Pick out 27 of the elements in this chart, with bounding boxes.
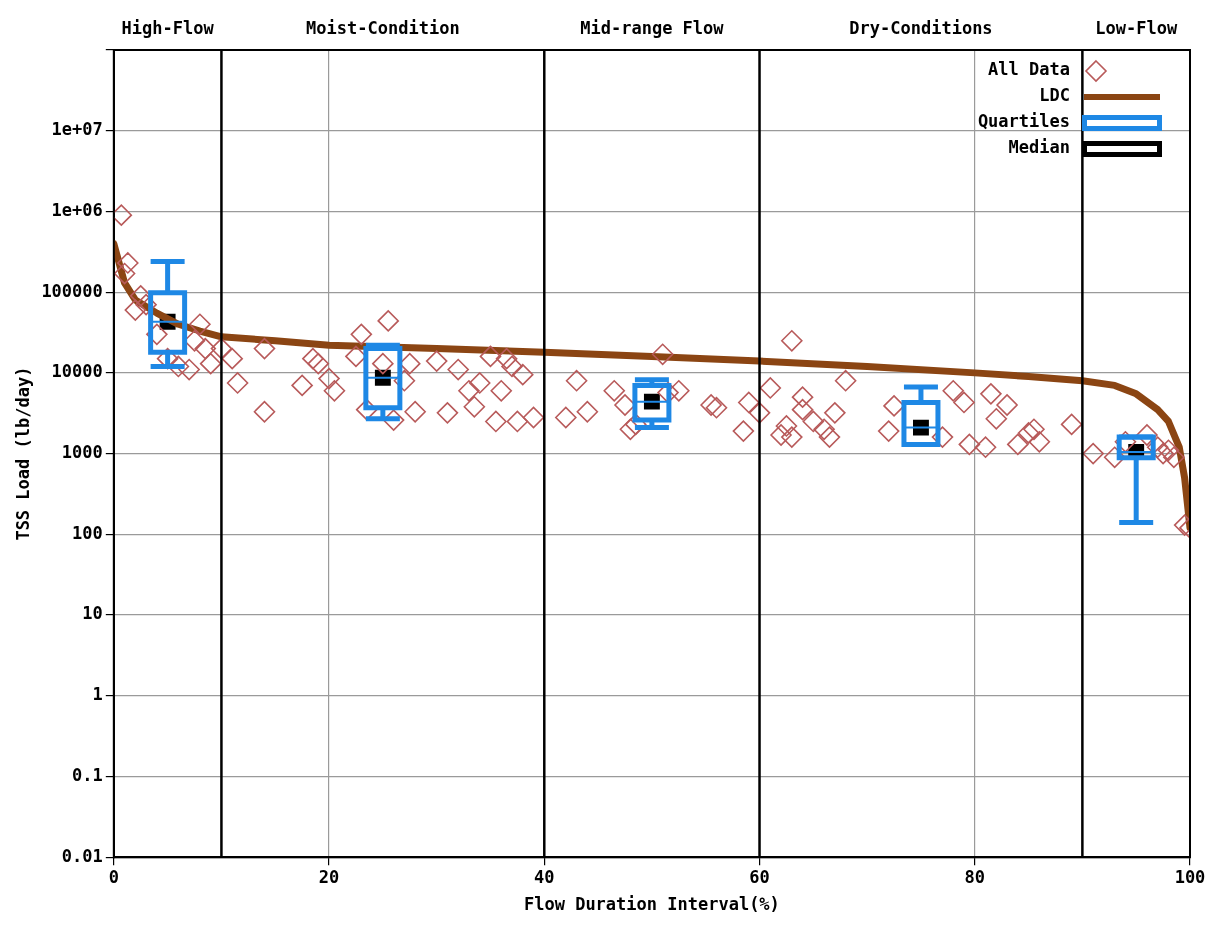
text: Moist-Condition — [306, 17, 460, 38]
y-tick-label: 10000 — [51, 361, 103, 382]
y-axis-title: TSS Load (lb/day) — [12, 366, 33, 541]
y-tick-label: 10 — [82, 603, 103, 624]
y-tick-label: 0.1 — [72, 764, 103, 785]
y-tick-label: 100000 — [41, 280, 103, 301]
x-axis-title: Flow Duration Interval(%) — [523, 894, 780, 915]
legend-label: Quartiles — [977, 111, 1070, 132]
x-tick-label: 0 — [108, 866, 119, 887]
x-tick-label: 20 — [318, 866, 340, 887]
legend-label: LDC — [1039, 85, 1070, 106]
text: Mid-range Flow — [580, 17, 725, 38]
y-tick-label: 1000 — [61, 442, 103, 463]
y-tick-label: 0.01 — [61, 845, 103, 866]
y-tick-label: 1e+07 — [51, 119, 103, 140]
y-tick-label: 1 — [92, 684, 103, 705]
x-tick-label: 60 — [749, 866, 770, 887]
x-tick-label: 40 — [534, 866, 555, 887]
x-tick-label: 80 — [964, 866, 985, 887]
y-tick-label: 1e+06 — [51, 199, 103, 220]
text: Dry-Conditions — [849, 17, 993, 38]
x-tick-label: 100 — [1174, 866, 1206, 887]
text: High-Flow — [121, 17, 215, 38]
legend-label: Median — [1008, 137, 1070, 158]
legend-label: All Data — [988, 59, 1070, 80]
y-tick-label: 100 — [72, 522, 103, 543]
text: Low-Flow — [1095, 17, 1178, 38]
